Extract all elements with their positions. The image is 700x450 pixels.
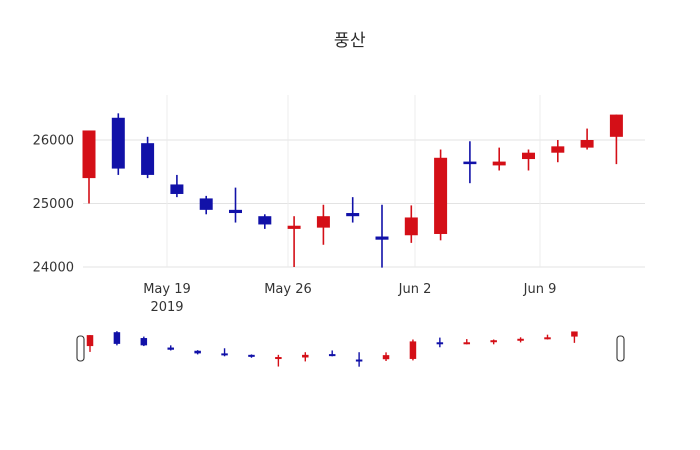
x-axis-year-label: 2019 bbox=[150, 300, 183, 315]
candle-body bbox=[111, 117, 125, 169]
mini-candle bbox=[571, 331, 578, 343]
mini-candle bbox=[248, 354, 255, 358]
mini-candle bbox=[409, 339, 417, 361]
range-right-handle[interactable] bbox=[616, 335, 625, 362]
mini-candle bbox=[140, 336, 148, 347]
mini-candle-body bbox=[248, 354, 255, 357]
candle-body bbox=[346, 213, 360, 217]
mini-candle-body bbox=[490, 340, 497, 343]
mini-candle-body bbox=[517, 338, 524, 341]
mini-candle bbox=[328, 350, 336, 357]
mini-candle bbox=[355, 352, 363, 367]
candle-body bbox=[141, 143, 155, 175]
range-left-handle[interactable] bbox=[76, 335, 85, 362]
mini-candle-body bbox=[355, 359, 363, 362]
y-axis-tick-label: 25000 bbox=[33, 197, 74, 212]
candle[interactable] bbox=[82, 130, 96, 204]
mini-candle bbox=[275, 354, 282, 367]
candle-body bbox=[551, 146, 565, 153]
candle[interactable] bbox=[111, 113, 125, 175]
mini-candle bbox=[463, 339, 471, 345]
candle-body bbox=[82, 130, 96, 179]
mini-candle-body bbox=[140, 338, 148, 346]
candle[interactable] bbox=[463, 141, 477, 184]
candle-body bbox=[170, 184, 184, 194]
candle-body bbox=[316, 216, 330, 228]
candle[interactable] bbox=[375, 204, 389, 268]
candle[interactable] bbox=[522, 149, 535, 171]
mini-candle bbox=[436, 337, 444, 348]
candle-body bbox=[258, 216, 272, 225]
mini-candle-body bbox=[328, 354, 336, 357]
mini-candle bbox=[517, 337, 524, 343]
mini-candle-body bbox=[571, 331, 578, 337]
candle[interactable] bbox=[609, 114, 623, 165]
candle-body bbox=[404, 217, 418, 236]
candle-body bbox=[492, 161, 506, 166]
mini-candle-body bbox=[302, 354, 309, 358]
candle[interactable] bbox=[404, 205, 418, 243]
mini-candle bbox=[221, 348, 228, 357]
candle[interactable] bbox=[346, 197, 360, 223]
y-axis-tick-label: 26000 bbox=[33, 134, 74, 149]
candle-body bbox=[609, 114, 623, 137]
candle[interactable] bbox=[229, 187, 242, 223]
mini-candle-body bbox=[382, 355, 390, 360]
candle-body bbox=[375, 236, 389, 240]
candle[interactable] bbox=[580, 128, 594, 150]
candle-body bbox=[434, 157, 448, 234]
mini-candle bbox=[382, 352, 390, 361]
mini-candle bbox=[490, 339, 497, 345]
mini-candle-body bbox=[544, 337, 551, 340]
mini-candle-body bbox=[463, 342, 471, 345]
mini-candle-body bbox=[221, 353, 228, 356]
candle[interactable] bbox=[141, 136, 155, 179]
x-axis-tick-label: Jun 9 bbox=[523, 282, 557, 297]
mini-candle bbox=[194, 350, 201, 355]
candle[interactable] bbox=[434, 149, 448, 241]
mini-candle-body bbox=[275, 357, 282, 360]
candle[interactable] bbox=[287, 216, 301, 267]
candle[interactable] bbox=[170, 174, 184, 198]
x-axis-tick-label: Jun 2 bbox=[398, 282, 432, 297]
page-title: 풍산 bbox=[333, 31, 367, 51]
mini-candle bbox=[167, 345, 174, 351]
mini-candle-body bbox=[409, 341, 417, 359]
candle-body bbox=[229, 209, 242, 214]
candle-body bbox=[287, 225, 301, 229]
candle-body bbox=[522, 152, 535, 160]
mini-candle bbox=[302, 352, 309, 362]
candle[interactable] bbox=[316, 204, 330, 245]
mini-candle-body bbox=[167, 347, 174, 350]
candle[interactable] bbox=[199, 195, 213, 215]
mini-candle-body bbox=[194, 350, 201, 354]
y-axis-tick-label: 24000 bbox=[33, 261, 74, 276]
candle-body bbox=[199, 198, 213, 210]
mini-candle-body bbox=[436, 342, 444, 345]
mini-candle bbox=[113, 331, 121, 346]
mini-candle bbox=[544, 334, 551, 340]
x-axis-tick-label: May 26 bbox=[264, 282, 312, 297]
mini-candle bbox=[86, 335, 94, 352]
candle[interactable] bbox=[492, 147, 506, 171]
x-axis-tick-label: May 19 bbox=[143, 282, 191, 297]
mini-candle-body bbox=[86, 335, 94, 347]
candle-body bbox=[463, 161, 477, 165]
candle-body bbox=[580, 140, 594, 148]
candle[interactable] bbox=[258, 214, 272, 229]
candle[interactable] bbox=[551, 140, 565, 163]
mini-candle-body bbox=[113, 332, 121, 344]
